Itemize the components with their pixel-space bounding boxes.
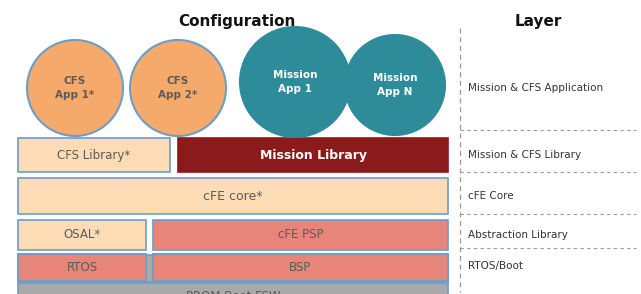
Text: Configuration: Configuration — [178, 14, 296, 29]
Text: Mission
App N: Mission App N — [373, 74, 417, 97]
Text: Mission
App 1: Mission App 1 — [273, 70, 317, 93]
FancyBboxPatch shape — [18, 138, 170, 172]
Text: OSAL*: OSAL* — [63, 228, 101, 241]
FancyBboxPatch shape — [18, 283, 448, 294]
Text: cFE PSP: cFE PSP — [278, 228, 323, 241]
Text: CFS
App 2*: CFS App 2* — [158, 76, 197, 100]
Ellipse shape — [345, 35, 445, 135]
FancyBboxPatch shape — [153, 220, 448, 250]
Text: Layer: Layer — [515, 14, 562, 29]
Text: PROM Boot FSW: PROM Boot FSW — [186, 290, 280, 294]
Text: cFE Core: cFE Core — [468, 191, 513, 201]
FancyBboxPatch shape — [18, 254, 146, 281]
Text: CFS
App 1*: CFS App 1* — [55, 76, 95, 100]
FancyBboxPatch shape — [18, 254, 146, 281]
Text: Mission & CFS Library: Mission & CFS Library — [468, 150, 581, 160]
Text: cFE core*: cFE core* — [203, 190, 263, 203]
Text: PROM Boot FSW: PROM Boot FSW — [186, 262, 280, 275]
FancyBboxPatch shape — [153, 254, 448, 281]
Text: BSP: BSP — [289, 261, 312, 274]
Text: RTOS/Boot: RTOS/Boot — [468, 261, 523, 271]
Ellipse shape — [27, 40, 123, 136]
Text: Mission Library: Mission Library — [260, 148, 367, 161]
Text: RTOS: RTOS — [67, 261, 97, 274]
Text: Abstraction Library: Abstraction Library — [468, 230, 568, 240]
FancyBboxPatch shape — [178, 138, 448, 172]
Text: Mission & CFS Application: Mission & CFS Application — [468, 83, 603, 93]
Text: CFS Library*: CFS Library* — [58, 148, 131, 161]
FancyBboxPatch shape — [18, 220, 146, 250]
Text: BSP: BSP — [289, 261, 312, 274]
FancyBboxPatch shape — [153, 254, 448, 281]
FancyBboxPatch shape — [18, 255, 448, 282]
Text: RTOS: RTOS — [67, 261, 97, 274]
Ellipse shape — [240, 27, 350, 137]
Ellipse shape — [130, 40, 226, 136]
FancyBboxPatch shape — [18, 178, 448, 214]
